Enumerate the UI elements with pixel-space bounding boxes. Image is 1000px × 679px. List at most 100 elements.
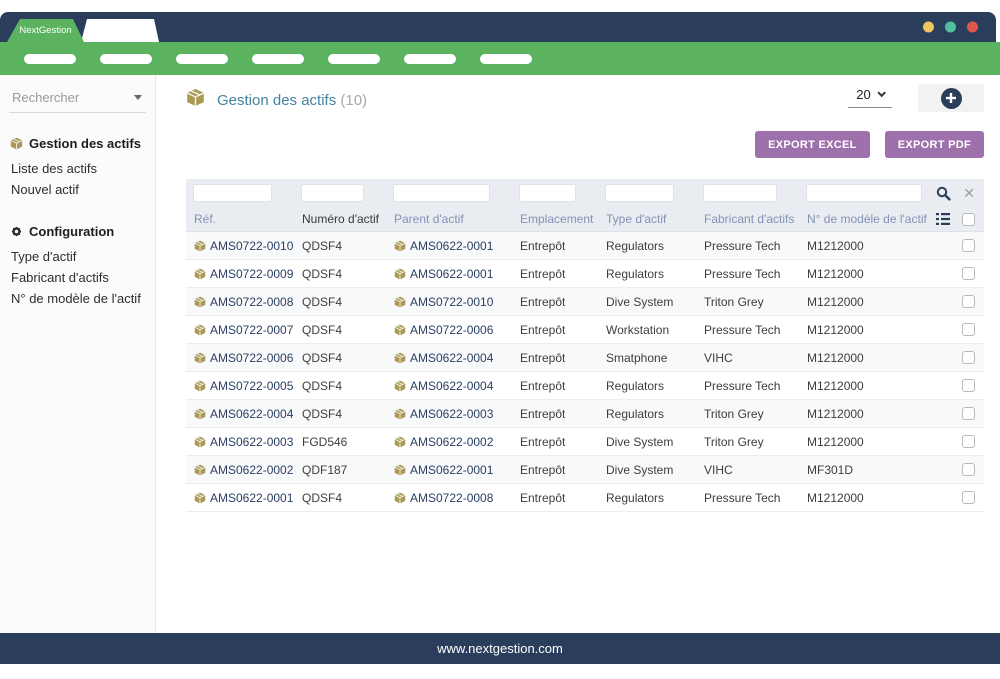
- type-cell: Dive System: [598, 463, 696, 477]
- nav-placeholder-item[interactable]: [404, 54, 456, 64]
- asset-ref-link[interactable]: AMS0622-0001: [210, 491, 293, 505]
- minimize-button[interactable]: [923, 22, 934, 33]
- asset-parent-link[interactable]: AMS0622-0001: [410, 239, 493, 253]
- filter-input-fabricant-d-actifs[interactable]: [703, 184, 777, 202]
- nav-placeholder-item[interactable]: [176, 54, 228, 64]
- row-checkbox[interactable]: [962, 435, 975, 448]
- fabricant-cell: Triton Grey: [696, 435, 799, 449]
- numero-cell: QDSF4: [294, 491, 386, 505]
- nav-placeholder-item[interactable]: [24, 54, 76, 64]
- asset-ref-link[interactable]: AMS0622-0003: [210, 435, 293, 449]
- table-header-row: Réf.Numéro d'actifParent d'actifEmplacem…: [186, 207, 984, 232]
- row-actions-cell: [934, 463, 984, 476]
- asset-ref-link[interactable]: AMS0722-0007: [210, 323, 293, 337]
- column-header-parent-d-actif[interactable]: Parent d'actif: [386, 212, 512, 226]
- export-pdf-button[interactable]: EXPORT PDF: [885, 131, 984, 158]
- asset-ref-link[interactable]: AMS0622-0004: [210, 407, 293, 421]
- maximize-button[interactable]: [945, 22, 956, 33]
- close-button[interactable]: [967, 22, 978, 33]
- export-excel-button[interactable]: EXPORT EXCEL: [755, 131, 870, 158]
- filter-input-emplacement[interactable]: [519, 184, 576, 202]
- box-icon: [194, 436, 206, 448]
- emplacement-cell: Entrepôt: [512, 239, 598, 253]
- emplacement-cell: Entrepôt: [512, 323, 598, 337]
- row-checkbox[interactable]: [962, 239, 975, 252]
- asset-parent-link[interactable]: AMS0622-0004: [410, 351, 493, 365]
- asset-parent-link[interactable]: AMS0622-0001: [410, 267, 493, 281]
- row-checkbox[interactable]: [962, 407, 975, 420]
- asset-ref-link[interactable]: AMS0622-0002: [210, 463, 293, 477]
- sidebar-item-nouvel-actif[interactable]: Nouvel actif: [9, 180, 146, 201]
- row-checkbox[interactable]: [962, 379, 975, 392]
- search-icon[interactable]: [936, 186, 951, 201]
- asset-parent-link[interactable]: AMS0722-0010: [410, 295, 493, 309]
- column-header-ref[interactable]: Réf.: [186, 212, 294, 226]
- asset-parent-link[interactable]: AMS0722-0006: [410, 323, 493, 337]
- nav-placeholder-item[interactable]: [480, 54, 532, 64]
- window-controls: [923, 22, 978, 33]
- box-icon: [394, 268, 406, 280]
- page-size-select[interactable]: 20: [848, 87, 892, 108]
- page-title: Gestion des actifs (10): [217, 92, 367, 109]
- nav-placeholder-item[interactable]: [100, 54, 152, 64]
- nav-placeholder-item[interactable]: [328, 54, 380, 64]
- browser-tab-active[interactable]: NextGestion: [7, 19, 84, 42]
- asset-parent-link[interactable]: AMS0722-0008: [410, 491, 493, 505]
- gear-icon: [10, 225, 23, 238]
- row-actions-cell: [934, 491, 984, 504]
- filter-input-numero-d-actif[interactable]: [301, 184, 364, 202]
- asset-parent-link[interactable]: AMS0622-0003: [410, 407, 493, 421]
- list-view-icon[interactable]: [936, 213, 950, 225]
- parent-cell: AMS0722-0010: [386, 295, 512, 309]
- numero-cell: QDF187: [294, 463, 386, 477]
- box-icon: [394, 492, 406, 504]
- add-asset-button[interactable]: [918, 84, 984, 112]
- asset-ref-link[interactable]: AMS0722-0009: [210, 267, 293, 281]
- sidebar-item-type-d-actif[interactable]: Type d'actif: [9, 247, 146, 268]
- filter-input-parent-d-actif[interactable]: [393, 184, 490, 202]
- box-icon: [394, 324, 406, 336]
- column-header-fabricant-d-actifs[interactable]: Fabricant d'actifs: [696, 212, 799, 226]
- row-checkbox[interactable]: [962, 323, 975, 336]
- asset-ref-link[interactable]: AMS0722-0010: [210, 239, 293, 253]
- filter-input-type-d-actif[interactable]: [605, 184, 674, 202]
- column-header-n-de-modele-de-l-actif[interactable]: N° de modèle de l'actif: [799, 212, 934, 226]
- row-checkbox[interactable]: [962, 491, 975, 504]
- box-icon: [194, 352, 206, 364]
- browser-tab-inactive[interactable]: [81, 19, 159, 42]
- asset-ref-link[interactable]: AMS0722-0008: [210, 295, 293, 309]
- row-checkbox[interactable]: [962, 295, 975, 308]
- fabricant-cell: VIHC: [696, 351, 799, 365]
- sidebar-item-n-de-modele-de-l-actif[interactable]: N° de modèle de l'actif: [9, 289, 146, 310]
- table-row: AMS0722-0009QDSF4AMS0622-0001EntrepôtReg…: [186, 260, 984, 288]
- clear-filters-icon[interactable]: ✕: [963, 186, 975, 200]
- sidebar-search-select[interactable]: Rechercher: [9, 88, 146, 113]
- sidebar-item-liste-des-actifs[interactable]: Liste des actifs: [9, 159, 146, 180]
- filter-input-n-de-modele-de-l-actif[interactable]: [806, 184, 922, 202]
- table-row: AMS0622-0003FGD546AMS0622-0002EntrepôtDi…: [186, 428, 984, 456]
- row-actions-cell: [934, 379, 984, 392]
- box-icon: [194, 408, 206, 420]
- asset-parent-link[interactable]: AMS0622-0004: [410, 379, 493, 393]
- modele-cell: M1212000: [799, 295, 934, 309]
- column-header-emplacement[interactable]: Emplacement: [512, 212, 598, 226]
- row-checkbox[interactable]: [962, 463, 975, 476]
- ref-cell: AMS0722-0006: [186, 351, 294, 365]
- row-checkbox[interactable]: [962, 267, 975, 280]
- modele-cell: M1212000: [799, 267, 934, 281]
- asset-parent-link[interactable]: AMS0622-0001: [410, 463, 493, 477]
- asset-ref-link[interactable]: AMS0722-0006: [210, 351, 293, 365]
- table-row: AMS0722-0006QDSF4AMS0622-0004EntrepôtSma…: [186, 344, 984, 372]
- row-actions-cell: [934, 407, 984, 420]
- column-header-numero-d-actif[interactable]: Numéro d'actif: [294, 212, 386, 226]
- nav-placeholder-item[interactable]: [252, 54, 304, 64]
- asset-ref-link[interactable]: AMS0722-0005: [210, 379, 293, 393]
- filter-input-ref[interactable]: [193, 184, 272, 202]
- row-checkbox[interactable]: [962, 351, 975, 364]
- select-all-checkbox[interactable]: [962, 213, 975, 226]
- asset-parent-link[interactable]: AMS0622-0002: [410, 435, 493, 449]
- fabricant-cell: Pressure Tech: [696, 239, 799, 253]
- column-header-type-d-actif[interactable]: Type d'actif: [598, 212, 696, 226]
- sidebar-item-fabricant-d-actifs[interactable]: Fabricant d'actifs: [9, 268, 146, 289]
- parent-cell: AMS0622-0001: [386, 239, 512, 253]
